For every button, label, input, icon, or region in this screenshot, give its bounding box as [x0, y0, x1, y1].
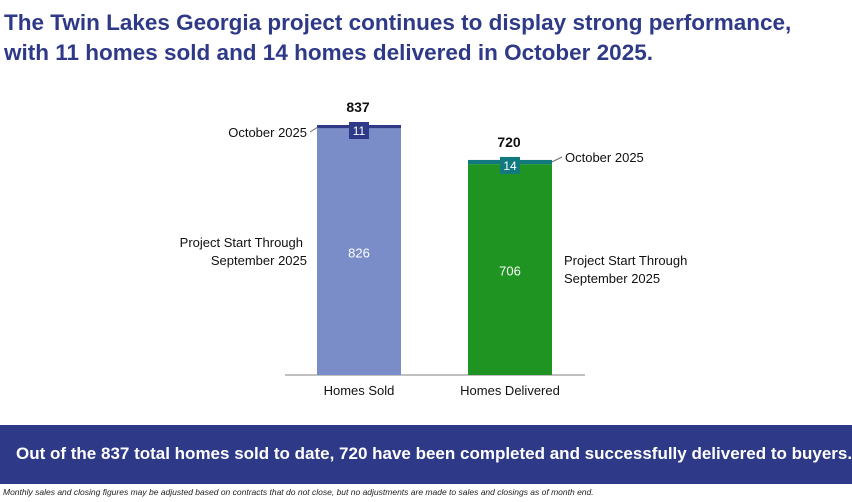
stacked-bar-chart: 826 11 837 Homes Sold 706 14 720 Homes Delivere… [180, 99, 688, 398]
leader-line-delivered-october [551, 156, 563, 163]
data-label-homes-delivered-october: 14 [503, 159, 517, 173]
series-label-sold-october: October 2025 [228, 125, 307, 140]
total-label-homes-delivered: 720 [497, 134, 521, 150]
series-label-delivered-october: October 2025 [565, 150, 644, 165]
series-label-delivered-base-line-1: Project Start Through [564, 253, 687, 268]
data-label-homes-sold-october: 11 [353, 124, 366, 138]
series-label-delivered-base-line-2: September 2025 [564, 271, 660, 286]
bar-homes-sold-base [317, 128, 401, 375]
headline-line-2: with 11 homes sold and 14 homes delivere… [4, 40, 653, 65]
headline-line-1: The Twin Lakes Georgia project continues… [4, 10, 792, 35]
series-label-sold-base-line-2: September 2025 [211, 253, 307, 268]
data-label-homes-sold-base: 826 [348, 246, 370, 261]
series-label-sold-base-line-1: Project Start Through [180, 235, 303, 250]
x-tick-label-homes-sold: Homes Sold [324, 383, 395, 398]
x-tick-label-homes-delivered: Homes Delivered [460, 383, 560, 398]
summary-banner-text: Out of the 837 total homes sold to date,… [16, 444, 852, 463]
data-label-box-homes-sold-october [349, 122, 369, 139]
data-label-box-homes-delivered-october [500, 156, 520, 174]
bar-homes-delivered-base [468, 164, 552, 375]
footnote: Monthly sales and closing figures may be… [3, 487, 594, 497]
headline: The Twin Lakes Georgia project continues… [4, 8, 850, 68]
summary-banner: Out of the 837 total homes sold to date,… [0, 425, 852, 484]
data-label-homes-delivered-base: 706 [499, 264, 521, 279]
leader-line-sold-october [309, 126, 319, 133]
total-label-homes-sold: 837 [346, 99, 370, 115]
